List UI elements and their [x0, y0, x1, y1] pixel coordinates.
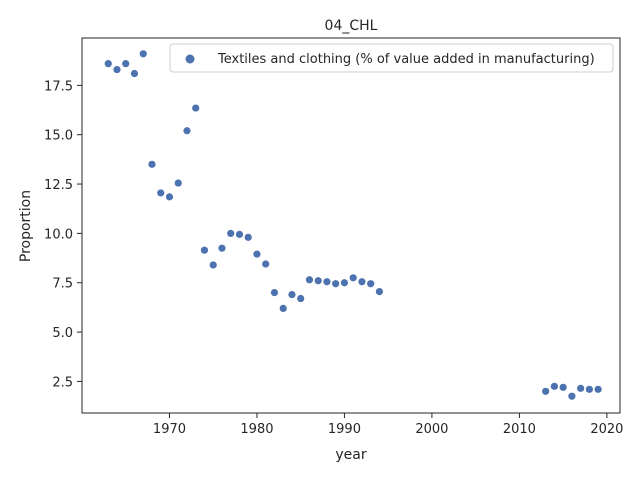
data-point [139, 50, 147, 58]
data-point [253, 250, 261, 258]
data-point [192, 104, 200, 112]
data-point [559, 383, 567, 391]
data-point [122, 60, 130, 68]
x-tick-label: 1980 [240, 422, 273, 437]
data-point [577, 384, 585, 392]
y-tick-label: 12.5 [44, 178, 73, 193]
data-point [332, 280, 340, 288]
data-point [244, 233, 252, 241]
data-point [157, 189, 165, 197]
data-point [305, 276, 314, 284]
x-tick-label: 1990 [328, 422, 361, 437]
y-tick-label: 7.5 [52, 277, 73, 292]
data-point [568, 392, 576, 400]
data-point [367, 280, 375, 288]
data-point [262, 260, 270, 268]
y-tick-label: 10.0 [44, 227, 73, 242]
x-axis-ticks: 1970 1980 1990 2000 2010 2020 [153, 413, 623, 437]
y-tick-label: 17.5 [44, 79, 73, 94]
data-point [375, 288, 384, 296]
data-point [297, 294, 305, 303]
x-tick-label: 1970 [153, 422, 186, 437]
y-axis-label: Proportion [18, 190, 34, 262]
y-tick-label: 15.0 [44, 129, 73, 144]
data-point [183, 127, 191, 135]
legend-label: Textiles and clothing (% of value added … [217, 52, 595, 67]
data-point [340, 279, 349, 287]
data-point [130, 69, 139, 78]
data-point [550, 382, 558, 390]
data-point [314, 277, 322, 285]
data-point [209, 261, 217, 269]
y-axis-ticks: 2.5 5.0 7.5 10.0 12.5 15.0 17.5 [44, 79, 82, 390]
data-point [279, 304, 287, 312]
data-point [148, 160, 156, 168]
data-point [165, 193, 174, 201]
data-point [113, 65, 121, 74]
data-point [235, 230, 244, 238]
data-point [200, 246, 209, 254]
x-axis-label: year [335, 447, 366, 463]
y-tick-label: 5.0 [52, 326, 73, 341]
x-tick-label: 2020 [590, 422, 623, 437]
data-point [585, 385, 593, 393]
data-point [288, 290, 296, 299]
data-point [174, 179, 182, 187]
x-tick-label: 2000 [415, 422, 448, 437]
data-points [104, 50, 602, 400]
data-point [323, 278, 331, 286]
data-point [218, 244, 226, 252]
plot-frame [81, 37, 621, 414]
data-point [542, 387, 550, 395]
data-point [104, 60, 112, 68]
legend-marker [185, 54, 195, 64]
data-point [227, 229, 235, 237]
legend: Textiles and clothing (% of value added … [169, 43, 614, 73]
data-point [594, 385, 602, 393]
y-tick-label: 2.5 [52, 375, 73, 390]
chart-title: 04_CHL [325, 18, 378, 34]
legend-box [169, 43, 614, 73]
data-point [349, 274, 357, 282]
data-point [358, 278, 366, 286]
x-tick-label: 2010 [503, 422, 536, 437]
data-point [270, 289, 279, 297]
